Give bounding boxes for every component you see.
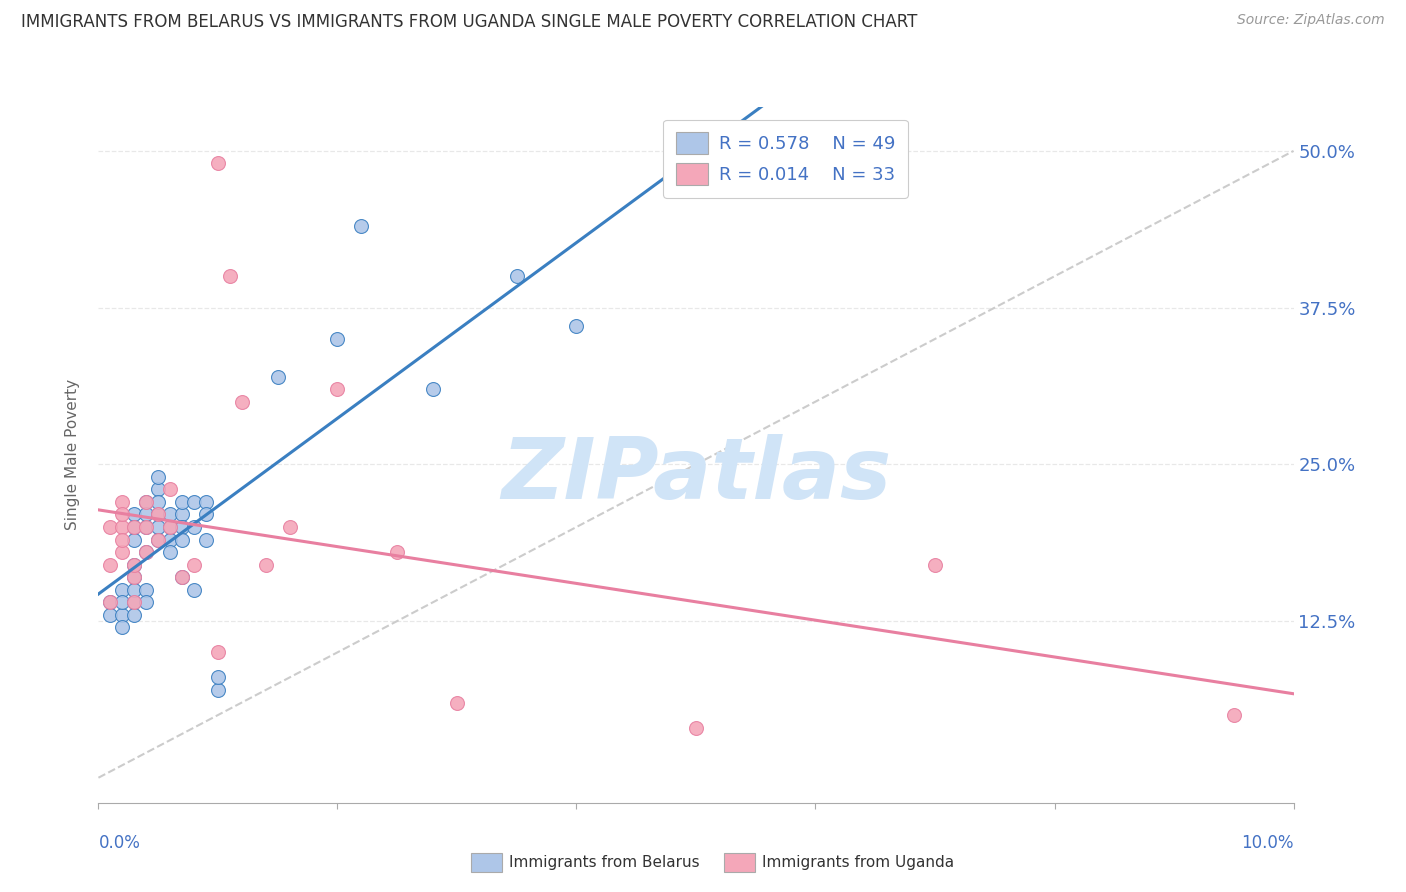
Point <box>148 520 170 534</box>
Point <box>100 595 122 609</box>
Point <box>135 545 157 559</box>
Point <box>135 520 157 534</box>
Point <box>231 394 253 409</box>
Point <box>148 483 170 497</box>
Point <box>148 533 170 547</box>
Point <box>148 508 170 522</box>
Point <box>111 495 134 509</box>
Point <box>124 558 146 572</box>
Point <box>124 508 146 522</box>
Point <box>159 545 181 559</box>
Point <box>124 520 146 534</box>
Point <box>135 582 157 597</box>
Point <box>506 269 529 284</box>
Point <box>183 582 205 597</box>
Y-axis label: Single Male Poverty: Single Male Poverty <box>65 379 80 531</box>
Point <box>124 595 146 609</box>
Point <box>100 558 122 572</box>
Point <box>124 582 146 597</box>
Point <box>159 508 181 522</box>
Point <box>124 533 146 547</box>
Text: 0.0%: 0.0% <box>98 834 141 852</box>
Point <box>207 645 229 659</box>
Point <box>148 495 170 509</box>
Point <box>172 520 194 534</box>
Point <box>124 570 146 584</box>
Point <box>124 570 146 584</box>
Text: Immigrants from Belarus: Immigrants from Belarus <box>509 855 700 870</box>
Point <box>159 483 181 497</box>
Point <box>100 520 122 534</box>
Point <box>124 607 146 622</box>
Point <box>148 508 170 522</box>
Point <box>111 520 134 534</box>
Legend: R = 0.578    N = 49, R = 0.014    N = 33: R = 0.578 N = 49, R = 0.014 N = 33 <box>664 120 908 198</box>
Point <box>148 533 170 547</box>
Point <box>148 470 170 484</box>
Point <box>111 582 134 597</box>
Point <box>111 533 134 547</box>
Point <box>267 369 290 384</box>
Text: ZIPatlas: ZIPatlas <box>501 434 891 517</box>
Point <box>135 508 157 522</box>
Point <box>195 533 218 547</box>
Point <box>111 595 134 609</box>
Point <box>207 156 229 170</box>
Point <box>111 508 134 522</box>
Point <box>183 520 205 534</box>
Point <box>1223 708 1246 723</box>
Point <box>924 558 946 572</box>
Point <box>111 607 134 622</box>
Point <box>172 508 194 522</box>
Point <box>446 696 468 710</box>
Point <box>135 520 157 534</box>
Point <box>254 558 277 572</box>
Point <box>135 495 157 509</box>
Point <box>195 508 218 522</box>
Point <box>159 520 181 534</box>
Point <box>278 520 301 534</box>
Text: IMMIGRANTS FROM BELARUS VS IMMIGRANTS FROM UGANDA SINGLE MALE POVERTY CORRELATIO: IMMIGRANTS FROM BELARUS VS IMMIGRANTS FR… <box>21 13 918 31</box>
Point <box>124 558 146 572</box>
Point <box>195 495 218 509</box>
Point <box>326 332 349 346</box>
Point <box>350 219 373 234</box>
Point <box>183 558 205 572</box>
Point <box>172 533 194 547</box>
Point <box>326 382 349 396</box>
Point <box>135 595 157 609</box>
Point <box>135 495 157 509</box>
Point <box>100 595 122 609</box>
Point <box>565 319 588 334</box>
Point <box>111 620 134 634</box>
Point <box>422 382 444 396</box>
Point <box>207 683 229 698</box>
Point <box>172 570 194 584</box>
Point <box>219 269 242 284</box>
Point <box>385 545 409 559</box>
Point <box>100 607 122 622</box>
Point <box>685 721 707 735</box>
Text: Immigrants from Uganda: Immigrants from Uganda <box>762 855 955 870</box>
Point <box>207 670 229 684</box>
Point <box>172 570 194 584</box>
Text: 10.0%: 10.0% <box>1241 834 1294 852</box>
Point <box>135 545 157 559</box>
Text: Source: ZipAtlas.com: Source: ZipAtlas.com <box>1237 13 1385 28</box>
Point <box>124 595 146 609</box>
Point <box>159 520 181 534</box>
Point <box>183 495 205 509</box>
Point <box>172 495 194 509</box>
Point <box>124 520 146 534</box>
Point <box>159 533 181 547</box>
Point <box>111 545 134 559</box>
